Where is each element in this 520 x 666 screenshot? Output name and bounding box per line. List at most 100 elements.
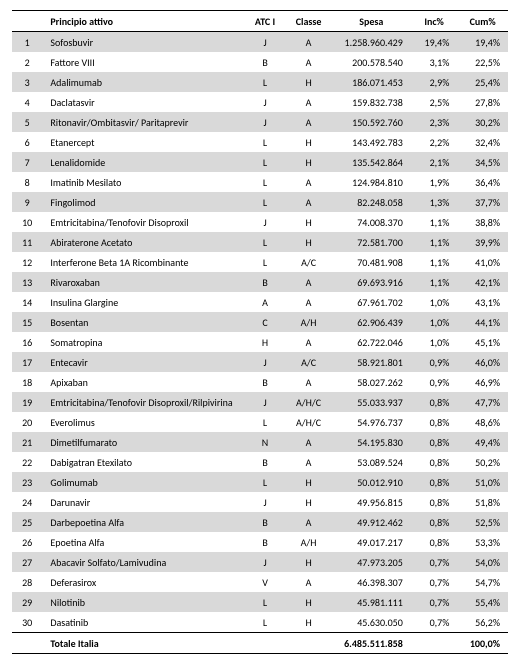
cell-spesa: 54.976.737 [332,412,411,432]
cell-index: 15 [12,312,42,332]
cell-index: 30 [12,612,42,633]
cell-name: Lenalidomide [42,152,244,172]
table-row: 17EntecavirJA/C58.921.8010,9%46,0% [12,352,508,372]
cell-name: Everolimus [42,412,244,432]
cell-cum: 22,5% [457,52,508,72]
cell-cum: 55,4% [457,592,508,612]
cell-cum: 51,8% [457,492,508,512]
cell-name: Apixaban [42,372,244,392]
table-row: 6EtanerceptLH143.492.7832,2%32,4% [12,132,508,152]
cell-index: 28 [12,572,42,592]
cell-cum: 43,1% [457,292,508,312]
cell-inc: 1,1% [411,212,458,232]
table-row: 11Abiraterone AcetatoLH72.581.7001,1%39,… [12,232,508,252]
table-row: 10Emtricitabina/Tenofovir DisoproxilJH74… [12,212,508,232]
cell-spesa: 49.956.815 [332,492,411,512]
cell-spesa: 150.592.760 [332,112,411,132]
table-row: 8Imatinib MesilatoLA124.984.8101,9%36,4% [12,172,508,192]
cell-name: Epoetina Alfa [42,532,244,552]
cell-spesa: 72.581.700 [332,232,411,252]
col-cum: Cum% [457,11,508,32]
cell-cum: 39,9% [457,232,508,252]
cell-inc: 0,7% [411,572,458,592]
cell-cum: 27,8% [457,92,508,112]
cell-cum: 49,4% [457,432,508,452]
cell-inc: 3,1% [411,52,458,72]
table-header-row: Principio attivo ATC I Classe Spesa Inc%… [12,11,508,32]
cell-inc: 1,9% [411,172,458,192]
cell-name: Sofosbuvir [42,32,244,53]
cell-atc: L [245,232,285,252]
cell-cum: 41,0% [457,252,508,272]
cell-spesa: 74.008.370 [332,212,411,232]
cell-cum: 46,0% [457,352,508,372]
cell-classe: A [285,372,332,392]
cell-name: Bosentan [42,312,244,332]
cell-atc: L [245,132,285,152]
cell-inc: 0,8% [411,392,458,412]
cell-name: Fattore VIII [42,52,244,72]
cell-inc: 0,8% [411,492,458,512]
cell-name: Deferasirox [42,572,244,592]
table-row: 20EverolimusLA/H/C54.976.7370,8%48,6% [12,412,508,432]
cell-cum: 48,6% [457,412,508,432]
cell-cum: 32,4% [457,132,508,152]
cell-name: Etanercept [42,132,244,152]
cell-name: Interferone Beta 1A Ricombinante [42,252,244,272]
cell-cum: 54,7% [457,572,508,592]
col-classe: Classe [285,11,332,32]
cell-index: 19 [12,392,42,412]
cell-inc: 1,1% [411,232,458,252]
cell-classe: H [285,612,332,633]
table-row: 18ApixabanBA58.027.2620,9%46,9% [12,372,508,392]
cell-classe: A [285,292,332,312]
cell-cum: 30,2% [457,112,508,132]
cell-inc: 1,3% [411,192,458,212]
table-row: 16SomatropinaHA62.722.0461,0%45,1% [12,332,508,352]
table-row: 1SofosbuvirJA1.258.960.42919,4%19,4% [12,32,508,53]
table-row: 21DimetilfumaratoNA54.195.8300,8%49,4% [12,432,508,452]
col-principio: Principio attivo [42,11,244,32]
cell-cum: 54,0% [457,552,508,572]
cell-inc: 0,8% [411,432,458,452]
cell-index: 18 [12,372,42,392]
cell-cum: 45,1% [457,332,508,352]
cell-classe: A/C [285,352,332,372]
cell-atc: J [245,552,285,572]
cell-atc: L [245,472,285,492]
cell-index: 3 [12,72,42,92]
cell-atc: B [245,512,285,532]
cell-atc: C [245,312,285,332]
table-row: 5Ritonavir/Ombitasvir/ ParitaprevirJA150… [12,112,508,132]
cell-classe: A [285,452,332,472]
cell-spesa: 62.722.046 [332,332,411,352]
cell-name: Golimumab [42,472,244,492]
cell-classe: A [285,272,332,292]
cell-spesa: 50.012.910 [332,472,411,492]
cell-inc: 19,4% [411,32,458,53]
cell-classe: A [285,572,332,592]
cell-atc: J [245,392,285,412]
table-total-row: Totale Italia 6.485.511.858 100,0% [12,633,508,654]
cell-name: Fingolimod [42,192,244,212]
cell-spesa: 45.630.050 [332,612,411,633]
cell-cum: 46,9% [457,372,508,392]
cell-atc: V [245,572,285,592]
cell-spesa: 135.542.864 [332,152,411,172]
cell-atc: L [245,412,285,432]
cell-cum: 34,5% [457,152,508,172]
cell-cum: 50,2% [457,452,508,472]
cell-name: Emtricitabina/Tenofovir Disoproxil [42,212,244,232]
cell-index: 5 [12,112,42,132]
cell-spesa: 54.195.830 [332,432,411,452]
cell-spesa: 159.832.738 [332,92,411,112]
cell-inc: 1,0% [411,312,458,332]
cell-atc: J [245,32,285,53]
table-row: 15BosentanCA/H62.906.4391,0%44,1% [12,312,508,332]
cell-classe: A/C [285,252,332,272]
cell-spesa: 49.912.462 [332,512,411,532]
cell-spesa: 124.984.810 [332,172,411,192]
cell-index: 25 [12,512,42,532]
cell-spesa: 55.033.937 [332,392,411,412]
table-row: 22Dabigatran EtexilatoBA53.089.5240,8%50… [12,452,508,472]
